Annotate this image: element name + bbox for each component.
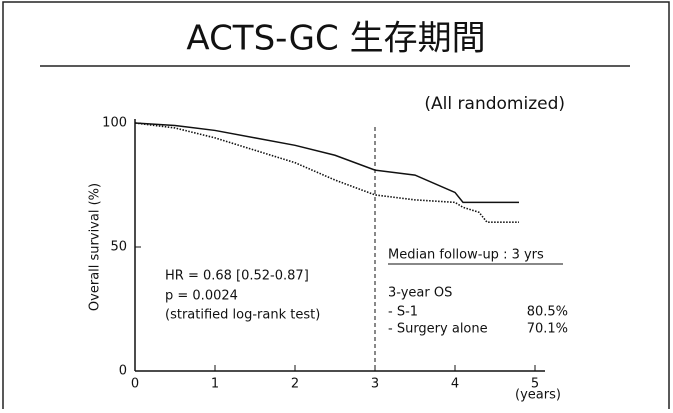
y-tick-label: 0	[119, 364, 127, 379]
x-tick-label: 4	[451, 377, 459, 392]
chart-subtitle: (All randomized)	[424, 94, 565, 114]
survival-curve	[134, 122, 519, 223]
y-axis-label: Overall survival (%)	[88, 183, 103, 311]
x-tick-label: 2	[291, 377, 299, 392]
x-tick-label: 5	[531, 377, 539, 392]
survival-curve	[134, 122, 519, 204]
hr-text: HR = 0.68 [0.52-0.87]	[165, 269, 309, 284]
median-followup: Median follow-up : 3 yrs	[388, 248, 544, 263]
os-value: 80.5%	[527, 305, 568, 320]
os-value: 70.1%	[527, 322, 568, 337]
x-axis-label: (years)	[515, 388, 561, 403]
y-tick-label: 100	[102, 116, 127, 131]
x-tick-label: 3	[371, 377, 379, 392]
p-text: p = 0.0024	[165, 289, 238, 304]
test-text: (stratified log-rank test)	[165, 308, 320, 323]
y-tick-label: 50	[110, 240, 127, 255]
chart-title: ACTS-GC 生存期間	[186, 19, 485, 59]
x-tick-label: 0	[131, 377, 139, 392]
x-tick-label: 1	[211, 377, 219, 392]
os-label: - Surgery alone	[388, 322, 488, 337]
os-label: - S-1	[388, 305, 418, 320]
os-title: 3-year OS	[388, 286, 452, 301]
